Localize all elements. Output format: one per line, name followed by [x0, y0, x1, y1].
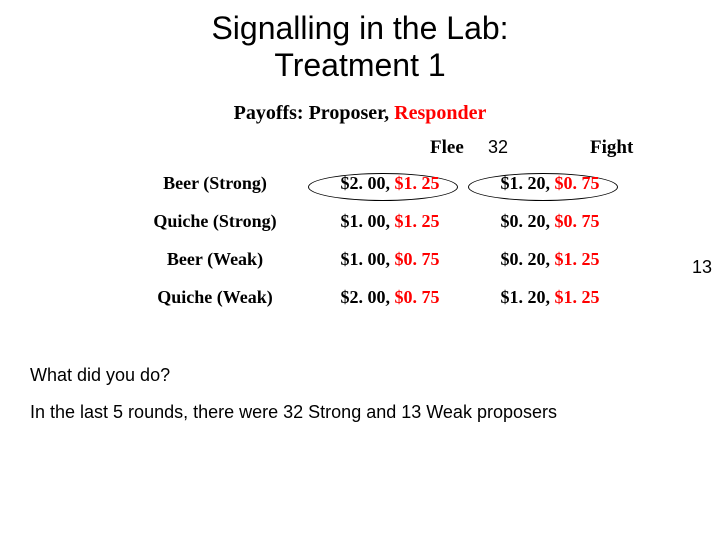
responder-payoff: $1. 25 [555, 249, 600, 269]
proposer-payoff: $1. 20, [501, 287, 555, 307]
responder-payoff: $0. 75 [555, 211, 600, 231]
responder-payoff: $0. 75 [555, 173, 600, 193]
question-text: What did you do? [30, 365, 720, 386]
proposer-payoff: $0. 20, [501, 211, 555, 231]
title-line-1: Signalling in the Lab: [211, 10, 508, 46]
table-row: Beer (Strong) $2. 00, $1. 25 $1. 20, $0.… [0, 173, 720, 211]
slide-title: Signalling in the Lab: Treatment 1 [0, 10, 720, 84]
responder-payoff: $1. 25 [395, 173, 440, 193]
row-label: Quiche (Strong) [130, 211, 300, 232]
table-row: Quiche (Strong) $1. 00, $1. 25 $0. 20, $… [0, 211, 720, 249]
cell-flee: $2. 00, $1. 25 [320, 173, 460, 194]
subtitle-responder: Responder [394, 102, 486, 124]
proposer-payoff: $2. 00, [341, 287, 395, 307]
col-header-fight: Fight [590, 137, 633, 159]
row-label: Beer (Weak) [130, 249, 300, 270]
row-label: Quiche (Weak) [130, 287, 300, 308]
row-label: Beer (Strong) [130, 173, 300, 194]
cell-fight: $0. 20, $1. 25 [480, 249, 620, 270]
proposer-payoff: $1. 00, [341, 249, 395, 269]
cell-fight: $1. 20, $0. 75 [480, 173, 620, 194]
responder-payoff: $0. 75 [395, 249, 440, 269]
table-header-row: Flee 32 Fight [140, 137, 720, 165]
cell-fight: $0. 20, $0. 75 [480, 211, 620, 232]
table-row: Quiche (Weak) $2. 00, $0. 75 $1. 20, $1.… [0, 287, 720, 325]
summary-text: In the last 5 rounds, there were 32 Stro… [30, 402, 720, 423]
responder-payoff: $1. 25 [395, 211, 440, 231]
proposer-payoff: $1. 00, [341, 211, 395, 231]
cell-flee: $2. 00, $0. 75 [320, 287, 460, 308]
annotation-32: 32 [488, 137, 508, 158]
col-header-flee: Flee [430, 137, 464, 159]
cell-flee: $1. 00, $1. 25 [320, 211, 460, 232]
cell-fight: $1. 20, $1. 25 [480, 287, 620, 308]
table-row: Beer (Weak) $1. 00, $0. 75 $0. 20, $1. 2… [0, 249, 720, 287]
title-line-2: Treatment 1 [274, 47, 445, 83]
cell-flee: $1. 00, $0. 75 [320, 249, 460, 270]
proposer-payoff: $2. 00, [341, 173, 395, 193]
subtitle-prefix: Payoffs: Proposer, [234, 102, 395, 124]
annotation-13: 13 [692, 257, 712, 278]
proposer-payoff: $0. 20, [501, 249, 555, 269]
payoffs-subtitle: Payoffs: Proposer, Responder [0, 102, 720, 125]
payoff-table: Flee 32 Fight Beer (Strong) $2. 00, $1. … [0, 137, 720, 325]
responder-payoff: $1. 25 [555, 287, 600, 307]
bottom-text: What did you do? In the last 5 rounds, t… [30, 365, 720, 423]
proposer-payoff: $1. 20, [501, 173, 555, 193]
responder-payoff: $0. 75 [395, 287, 440, 307]
